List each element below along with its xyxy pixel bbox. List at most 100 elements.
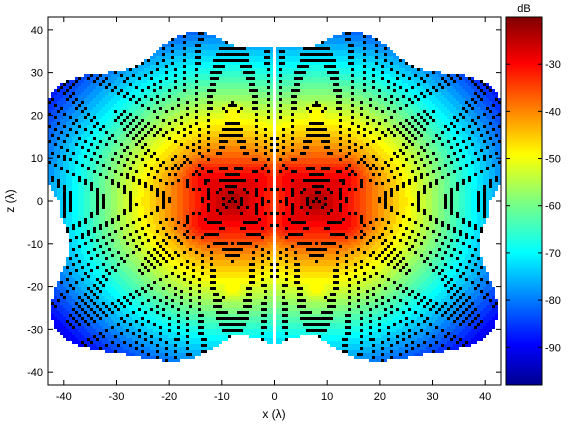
contour-cell — [87, 80, 90, 83]
contour-cell — [297, 86, 300, 89]
contour-cell — [102, 101, 105, 104]
contour-cell — [306, 62, 309, 65]
contour-cell — [348, 92, 351, 95]
contour-cell — [126, 104, 129, 107]
contour-cell — [375, 50, 378, 53]
contour-cell — [411, 146, 414, 149]
contour-cell — [324, 92, 327, 95]
contour-cell — [102, 77, 105, 80]
contour-cell — [168, 140, 171, 143]
contour-cell — [303, 149, 306, 152]
contour-cell — [408, 77, 411, 80]
contour-cell — [441, 101, 444, 104]
contour-cell — [111, 98, 114, 101]
contour-cell — [399, 146, 402, 149]
contour-cell — [396, 68, 399, 71]
contour-cell — [453, 125, 456, 128]
contour-cell — [396, 125, 399, 128]
contour-cell — [399, 125, 402, 128]
contour-cell — [468, 113, 471, 116]
contour-cell — [492, 137, 495, 140]
contour-cell — [423, 110, 426, 113]
contour-cell — [255, 50, 258, 53]
contour-cell — [363, 110, 366, 113]
contour-cell — [309, 98, 312, 101]
contour-cell — [231, 92, 234, 95]
contour-cell — [486, 104, 489, 107]
contour-cell — [129, 107, 132, 110]
contour-cell — [162, 149, 165, 152]
contour-cell — [183, 50, 186, 53]
contour-cell — [252, 119, 255, 122]
contour-cell — [150, 74, 153, 77]
contour-cell — [144, 143, 147, 146]
contour-cell — [51, 104, 54, 107]
contour-cell — [219, 50, 222, 53]
contour-cell — [189, 56, 192, 59]
contour-cell — [69, 101, 72, 104]
contour-cell — [207, 134, 210, 137]
contour-cell — [138, 68, 141, 71]
contour-cell — [300, 74, 303, 77]
contour-cell — [222, 146, 225, 149]
contour-cell — [153, 149, 156, 152]
contour-cell — [228, 80, 231, 83]
contour-cell — [384, 56, 387, 59]
contour-cell — [249, 152, 252, 155]
contour-cell — [189, 155, 192, 158]
contour-cell — [198, 128, 201, 131]
contour-cell — [201, 140, 204, 143]
contour-cell — [258, 125, 261, 128]
contour-cell — [321, 47, 324, 50]
contour-cell — [456, 83, 459, 86]
contour-cell — [195, 65, 198, 68]
contour-cell — [219, 107, 222, 110]
contour-cell — [282, 68, 285, 71]
contour-cell — [489, 98, 492, 101]
contour-cell — [51, 152, 54, 155]
contour-cell — [492, 107, 495, 110]
contour-cell — [441, 89, 444, 92]
contour-cell — [114, 95, 117, 98]
contour-cell — [417, 104, 420, 107]
contour-cell — [309, 146, 312, 149]
contour-cell — [114, 155, 117, 158]
contour-cell — [210, 83, 213, 86]
contour-cell — [444, 80, 447, 83]
contour-cell — [138, 131, 141, 134]
contour-cell — [444, 74, 447, 77]
contour-cell — [393, 62, 396, 65]
contour-cell — [282, 83, 285, 86]
contour-cell — [183, 98, 186, 101]
contour-cell — [264, 65, 267, 68]
contour-cell — [87, 152, 90, 155]
contour-cell — [69, 80, 72, 83]
contour-cell — [237, 107, 240, 110]
contour-cell — [174, 74, 177, 77]
contour-cell — [486, 89, 489, 92]
contour-cell — [357, 68, 360, 71]
contour-cell — [243, 125, 246, 128]
contour-cell — [60, 143, 63, 146]
contour-cell — [291, 101, 294, 104]
contour-cell — [204, 98, 207, 101]
contour-cell — [309, 74, 312, 77]
contour-cell — [465, 140, 468, 143]
contour-cell — [78, 89, 81, 92]
contour-cell — [108, 155, 111, 158]
contour-cell — [330, 56, 333, 59]
contour-cell — [114, 107, 117, 110]
contour-cell — [228, 152, 231, 155]
contour-cell — [159, 104, 162, 107]
contour-cell — [168, 143, 171, 146]
contour-cell — [168, 134, 171, 137]
contour-cell — [204, 101, 207, 104]
contour-cell — [282, 137, 285, 140]
contour-cell — [480, 152, 483, 155]
contour-cell — [387, 131, 390, 134]
contour-cell — [348, 59, 351, 62]
contour-cell — [216, 80, 219, 83]
contour-cell — [354, 86, 357, 89]
contour-cell — [99, 113, 102, 116]
contour-cell — [207, 140, 210, 143]
